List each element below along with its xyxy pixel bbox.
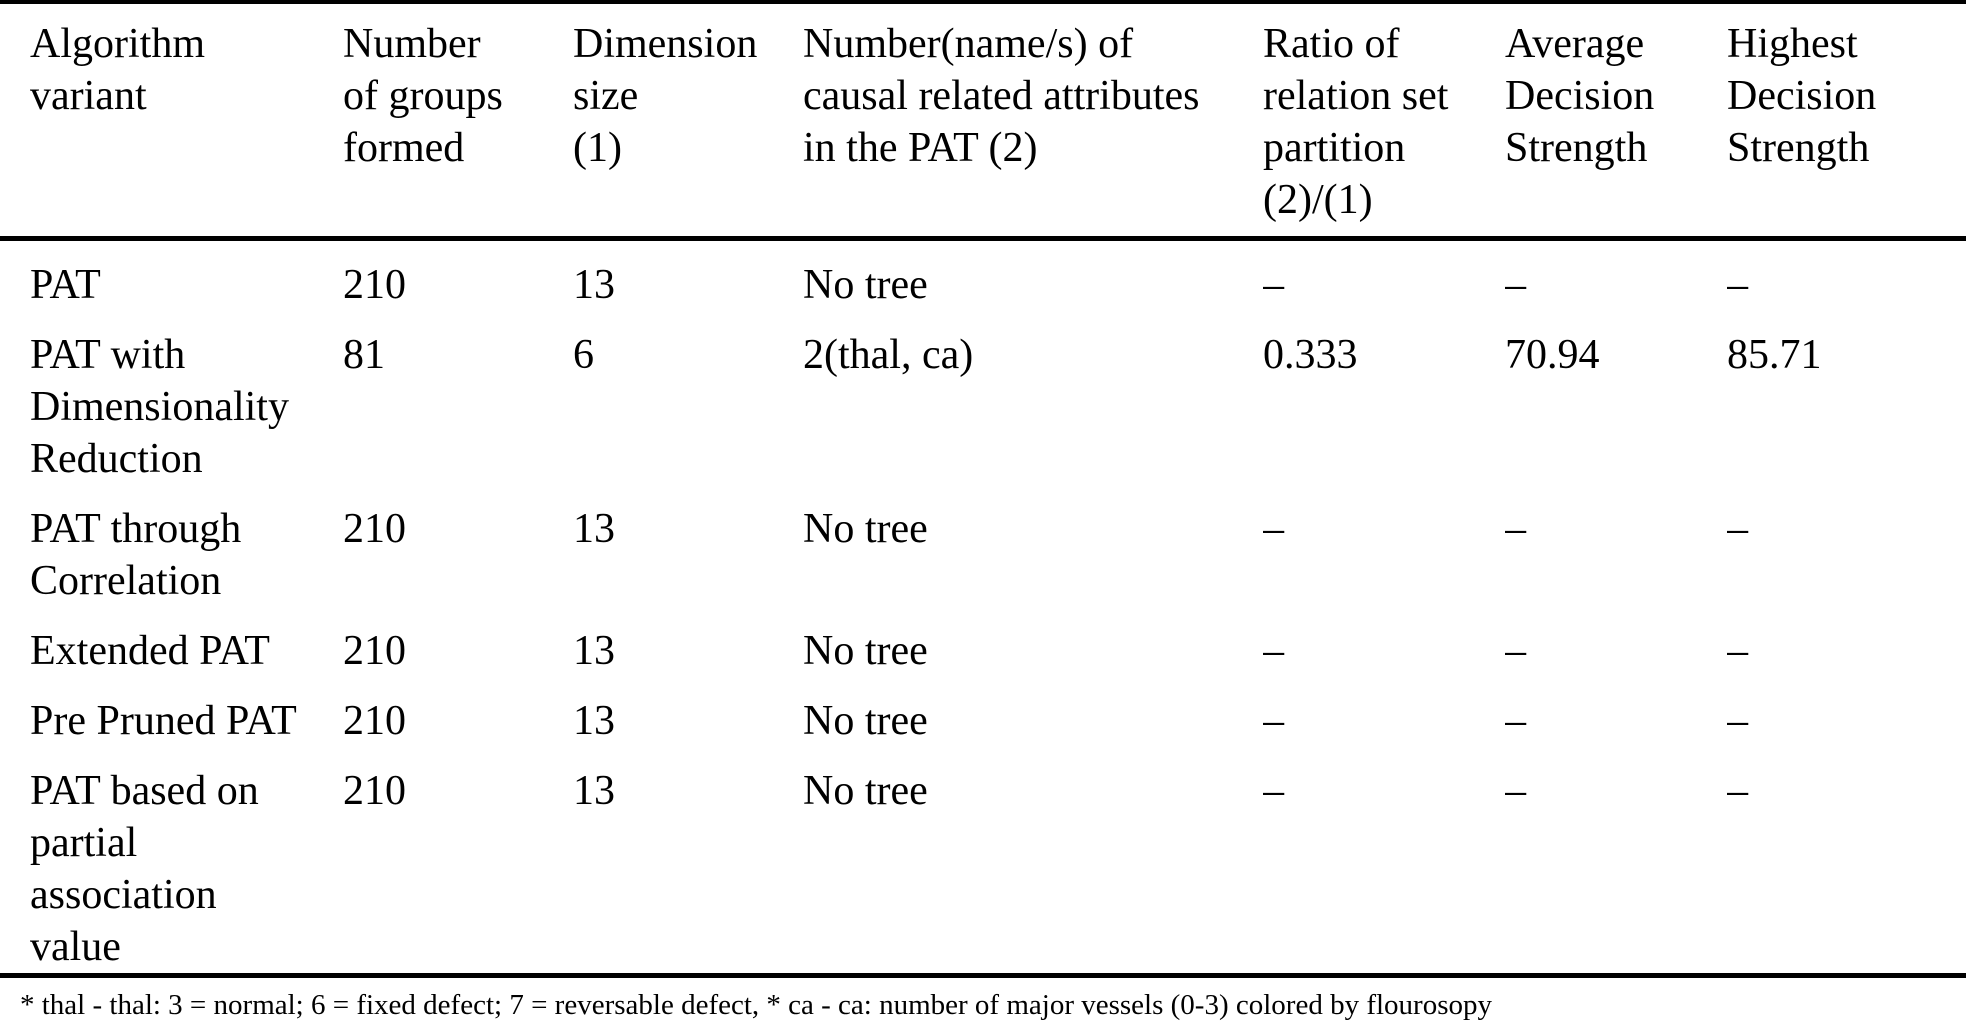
table-cell: PAT with Dimensionality Reduction (30, 332, 289, 482)
table-row-pat-dimensionality-reduction: PAT with Dimensionality Reduction 81 6 2… (0, 311, 1966, 485)
table-row-pat-partial-association: PAT based on partial association value 2… (0, 747, 1966, 976)
table-cell: 210 (343, 262, 406, 308)
table-cell: – (1263, 628, 1284, 674)
table-cell: No tree (803, 628, 928, 674)
table-cell: 210 (343, 628, 406, 674)
column-header-number-of-groups: Number of groups formed (343, 2, 573, 241)
table-body: PAT 210 13 No tree – – – PAT with Dimens… (0, 239, 1966, 976)
table-cell: Extended PAT (30, 628, 270, 674)
results-table: Algorithm variant Number of groups forme… (0, 0, 1966, 978)
table-row-extended-pat: Extended PAT 210 13 No tree – – – (0, 607, 1966, 677)
column-header-dimension-size: Dimension size (1) (573, 2, 803, 241)
table-cell: 85.71 (1727, 332, 1822, 378)
column-header-causal-attributes: Number(name/s) of causal related attribu… (803, 2, 1263, 241)
table-cell: 13 (573, 768, 615, 814)
table-cell: – (1263, 698, 1284, 744)
table-cell: – (1263, 506, 1284, 552)
table-row-pat-through-correlation: PAT through Correlation 210 13 No tree –… (0, 485, 1966, 607)
table-row-pre-pruned-pat: Pre Pruned PAT 210 13 No tree – – – (0, 677, 1966, 747)
table-cell: – (1727, 698, 1748, 744)
table-cell: – (1263, 768, 1284, 814)
table-cell: PAT (30, 262, 101, 308)
column-header-average-decision-strength: Average Decision Strength (1505, 2, 1727, 241)
table-cell: – (1727, 262, 1748, 308)
table-cell: No tree (803, 506, 928, 552)
table-cell: PAT based on partial association value (30, 768, 259, 970)
table-cell: 2(thal, ca) (803, 332, 974, 378)
table-cell: – (1505, 628, 1526, 674)
table-cell: 210 (343, 506, 406, 552)
table-cell: – (1505, 768, 1526, 814)
table-cell: – (1727, 628, 1748, 674)
table-cell: 70.94 (1505, 332, 1600, 378)
table-cell: 210 (343, 698, 406, 744)
table-cell: 13 (573, 698, 615, 744)
table-cell: – (1505, 698, 1526, 744)
table-cell: – (1263, 262, 1284, 308)
table-cell: – (1505, 506, 1526, 552)
column-header-algorithm-variant: Algorithm variant (0, 2, 343, 241)
header-row: Algorithm variant Number of groups forme… (0, 2, 1966, 241)
table-cell: 13 (573, 262, 615, 308)
table-cell: 210 (343, 768, 406, 814)
table-cell: Pre Pruned PAT (30, 698, 297, 744)
table-cell: – (1727, 768, 1748, 814)
table-footnote: * thal - thal: 3 = normal; 6 = fixed def… (20, 989, 1492, 1021)
table-cell: 6 (573, 332, 594, 378)
table-cell: 81 (343, 332, 385, 378)
table-cell: PAT through Correlation (30, 506, 242, 604)
table-cell: 13 (573, 506, 615, 552)
table-cell: No tree (803, 262, 928, 308)
table-header: Algorithm variant Number of groups forme… (0, 2, 1966, 241)
table-cell: – (1505, 262, 1526, 308)
column-header-highest-decision-strength: Highest Decision Strength (1727, 2, 1966, 241)
table-cell: 0.333 (1263, 332, 1358, 378)
table-cell: No tree (803, 768, 928, 814)
table-row-pat: PAT 210 13 No tree – – – (0, 239, 1966, 312)
table-cell: No tree (803, 698, 928, 744)
column-header-ratio-partition: Ratio of relation set partition (2)/(1) (1263, 2, 1505, 241)
table-cell: 13 (573, 628, 615, 674)
table-cell: – (1727, 506, 1748, 552)
